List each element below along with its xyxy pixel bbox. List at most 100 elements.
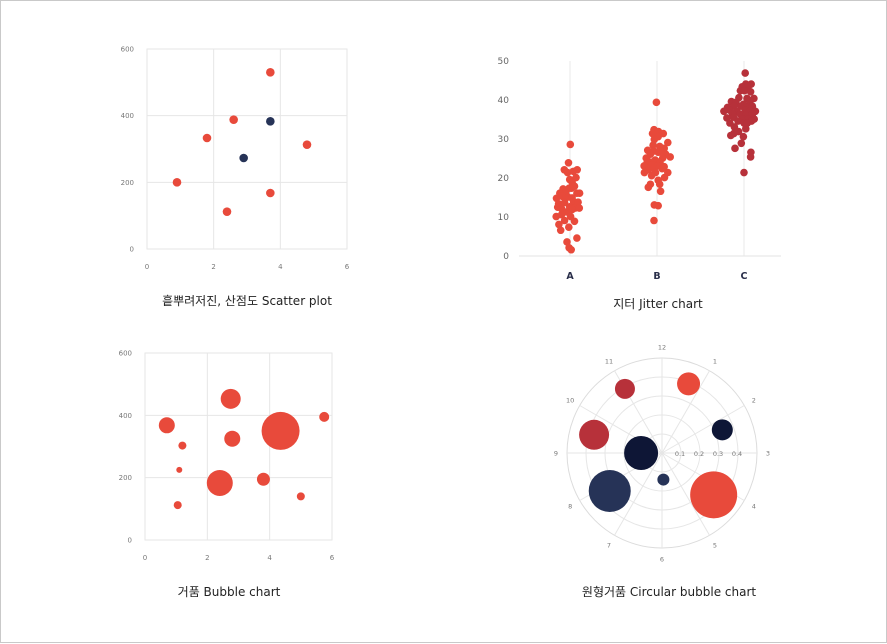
bubble-point bbox=[206, 469, 233, 496]
scatter-x-tick-label: 6 bbox=[345, 263, 350, 271]
jitter-point bbox=[557, 210, 566, 219]
bubble-point bbox=[319, 411, 330, 422]
bubble-x-tick-label: 6 bbox=[330, 554, 335, 562]
jitter-y-tick-label: 10 bbox=[498, 213, 510, 223]
bubble-point bbox=[158, 417, 175, 434]
jitter-point bbox=[563, 238, 571, 246]
scatter-plot-border bbox=[146, 48, 348, 250]
scatter-point bbox=[266, 68, 275, 77]
jitter-point bbox=[644, 183, 653, 192]
bubble-point bbox=[296, 492, 305, 501]
polar-angle-label: 11 bbox=[605, 358, 613, 366]
bubble-x-tick-label: 0 bbox=[143, 554, 147, 562]
jitter-point bbox=[558, 192, 566, 201]
polar-angle-label: 3 bbox=[766, 450, 770, 458]
scatter-x-tick-label: 0 bbox=[145, 263, 149, 271]
jitter-point bbox=[727, 131, 735, 140]
jitter-point bbox=[573, 234, 581, 242]
scatter-point bbox=[266, 188, 275, 198]
jitter-point bbox=[658, 164, 666, 173]
jitter-point bbox=[734, 117, 742, 125]
jitter-point bbox=[573, 166, 581, 174]
jitter-point bbox=[564, 158, 573, 167]
bubble-point bbox=[178, 441, 187, 450]
jitter-point bbox=[656, 187, 665, 196]
bubble-x-tick-label: 2 bbox=[205, 554, 209, 562]
polar-spoke bbox=[661, 405, 745, 454]
jitter-point bbox=[567, 245, 575, 254]
jitter-point bbox=[660, 173, 669, 182]
jitter-y-tick-label: 0 bbox=[503, 252, 509, 262]
scatter-point bbox=[229, 115, 238, 124]
scatter-x-tick-label: 2 bbox=[211, 263, 215, 271]
jitter-point bbox=[652, 98, 661, 107]
polar-spoke bbox=[661, 370, 710, 454]
bubble-y-tick-label: 0 bbox=[128, 537, 132, 545]
jitter-point bbox=[650, 216, 658, 225]
jitter-point bbox=[563, 168, 572, 177]
polar-bubble bbox=[588, 469, 631, 512]
bubble-point bbox=[176, 466, 183, 473]
jitter-point bbox=[746, 153, 755, 161]
jitter-y-tick-label: 50 bbox=[498, 57, 510, 67]
jitter-point bbox=[739, 132, 748, 141]
jitter-point bbox=[570, 217, 579, 226]
jitter-point bbox=[574, 198, 582, 206]
bubble-caption: 거품 Bubble chart bbox=[177, 585, 281, 599]
polar-bubble bbox=[711, 419, 733, 441]
bubble-x-tick-label: 4 bbox=[267, 554, 272, 562]
polar-angle-label: 7 bbox=[607, 541, 611, 549]
jitter-point bbox=[720, 107, 728, 116]
scatter-y-tick-label: 600 bbox=[121, 46, 134, 54]
jitter-x-tick-label: B bbox=[653, 271, 660, 282]
jitter-point bbox=[648, 129, 657, 138]
jitter-point bbox=[654, 201, 662, 210]
bubble-y-tick-label: 600 bbox=[119, 350, 132, 358]
jitter-point bbox=[741, 69, 749, 77]
jitter-point bbox=[731, 144, 739, 153]
jitter-point bbox=[647, 171, 656, 180]
polar-angle-label: 6 bbox=[660, 556, 664, 564]
polar-radial-tick-label: 0.2 bbox=[694, 450, 704, 458]
scatter-point bbox=[302, 140, 312, 149]
bubble-y-tick-label: 400 bbox=[119, 412, 132, 420]
jitter-point bbox=[743, 119, 752, 127]
scatter-point bbox=[172, 178, 182, 187]
jitter-x-tick-label: A bbox=[566, 271, 574, 282]
scatter-point bbox=[266, 117, 275, 126]
jitter-point bbox=[640, 168, 649, 177]
polar-radial-tick-label: 0.3 bbox=[713, 450, 723, 458]
polar-bubble bbox=[614, 378, 635, 399]
polar-angle-label: 8 bbox=[568, 503, 572, 511]
polar-bubble bbox=[657, 473, 670, 486]
bubble-point bbox=[256, 472, 270, 486]
jitter-point bbox=[566, 140, 575, 149]
polar-bubble bbox=[624, 436, 659, 470]
jitter-x-tick-label: C bbox=[741, 271, 748, 282]
scatter-y-tick-label: 200 bbox=[121, 179, 134, 187]
jitter-point bbox=[575, 189, 584, 198]
bubble-y-tick-label: 200 bbox=[119, 474, 132, 482]
jitter-point bbox=[570, 182, 579, 190]
polar-spoke bbox=[661, 452, 710, 536]
jitter-point bbox=[740, 86, 749, 95]
jitter-point bbox=[560, 198, 569, 207]
jitter-y-tick-label: 30 bbox=[498, 135, 510, 145]
jitter-y-tick-label: 40 bbox=[498, 96, 510, 106]
circular-caption: 원형거품 Circular bubble chart bbox=[581, 585, 757, 599]
polar-angle-label: 12 bbox=[658, 344, 666, 352]
jitter-point bbox=[742, 125, 750, 133]
jitter-point bbox=[666, 153, 674, 161]
jitter-point bbox=[575, 204, 584, 212]
polar-angle-label: 5 bbox=[713, 541, 717, 549]
polar-angle-label: 10 bbox=[566, 397, 574, 405]
polar-angle-label: 2 bbox=[752, 397, 756, 405]
jitter-point bbox=[655, 180, 664, 189]
scatter-point bbox=[239, 153, 248, 163]
jitter-point bbox=[568, 205, 576, 214]
jitter-point bbox=[734, 127, 743, 136]
jitter-point bbox=[649, 141, 657, 150]
jitter-point bbox=[565, 223, 573, 231]
